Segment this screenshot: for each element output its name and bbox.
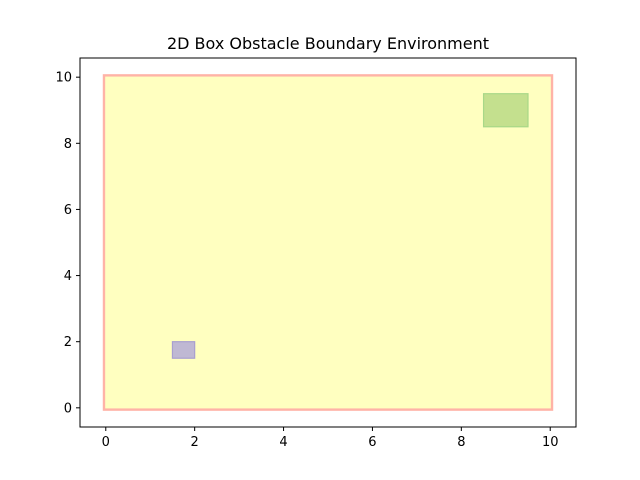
- y-tick-label: 4: [64, 269, 72, 284]
- x-tick-label: 10: [542, 435, 559, 450]
- y-axis: 0 2 4 6 8 10: [55, 71, 80, 416]
- x-tick-label: 0: [102, 435, 110, 450]
- region-goal: [482, 93, 529, 128]
- x-axis: 0 2 4 6 8 10: [102, 427, 559, 450]
- y-tick-label: 10: [55, 71, 72, 86]
- y-tick-label: 2: [64, 335, 72, 350]
- y-tick-label: 6: [64, 203, 72, 218]
- plot-frame: [79, 57, 577, 428]
- y-tick-label: 0: [64, 401, 72, 416]
- x-tick-label: 2: [191, 435, 199, 450]
- regions-layer: [102, 74, 554, 411]
- x-tick-label: 6: [368, 435, 376, 450]
- x-tick-label: 4: [279, 435, 287, 450]
- region-start: [171, 341, 196, 359]
- x-tick-label: 8: [457, 435, 465, 450]
- y-tick-label: 8: [64, 137, 72, 152]
- chart-title: 2D Box Obstacle Boundary Environment: [167, 34, 489, 53]
